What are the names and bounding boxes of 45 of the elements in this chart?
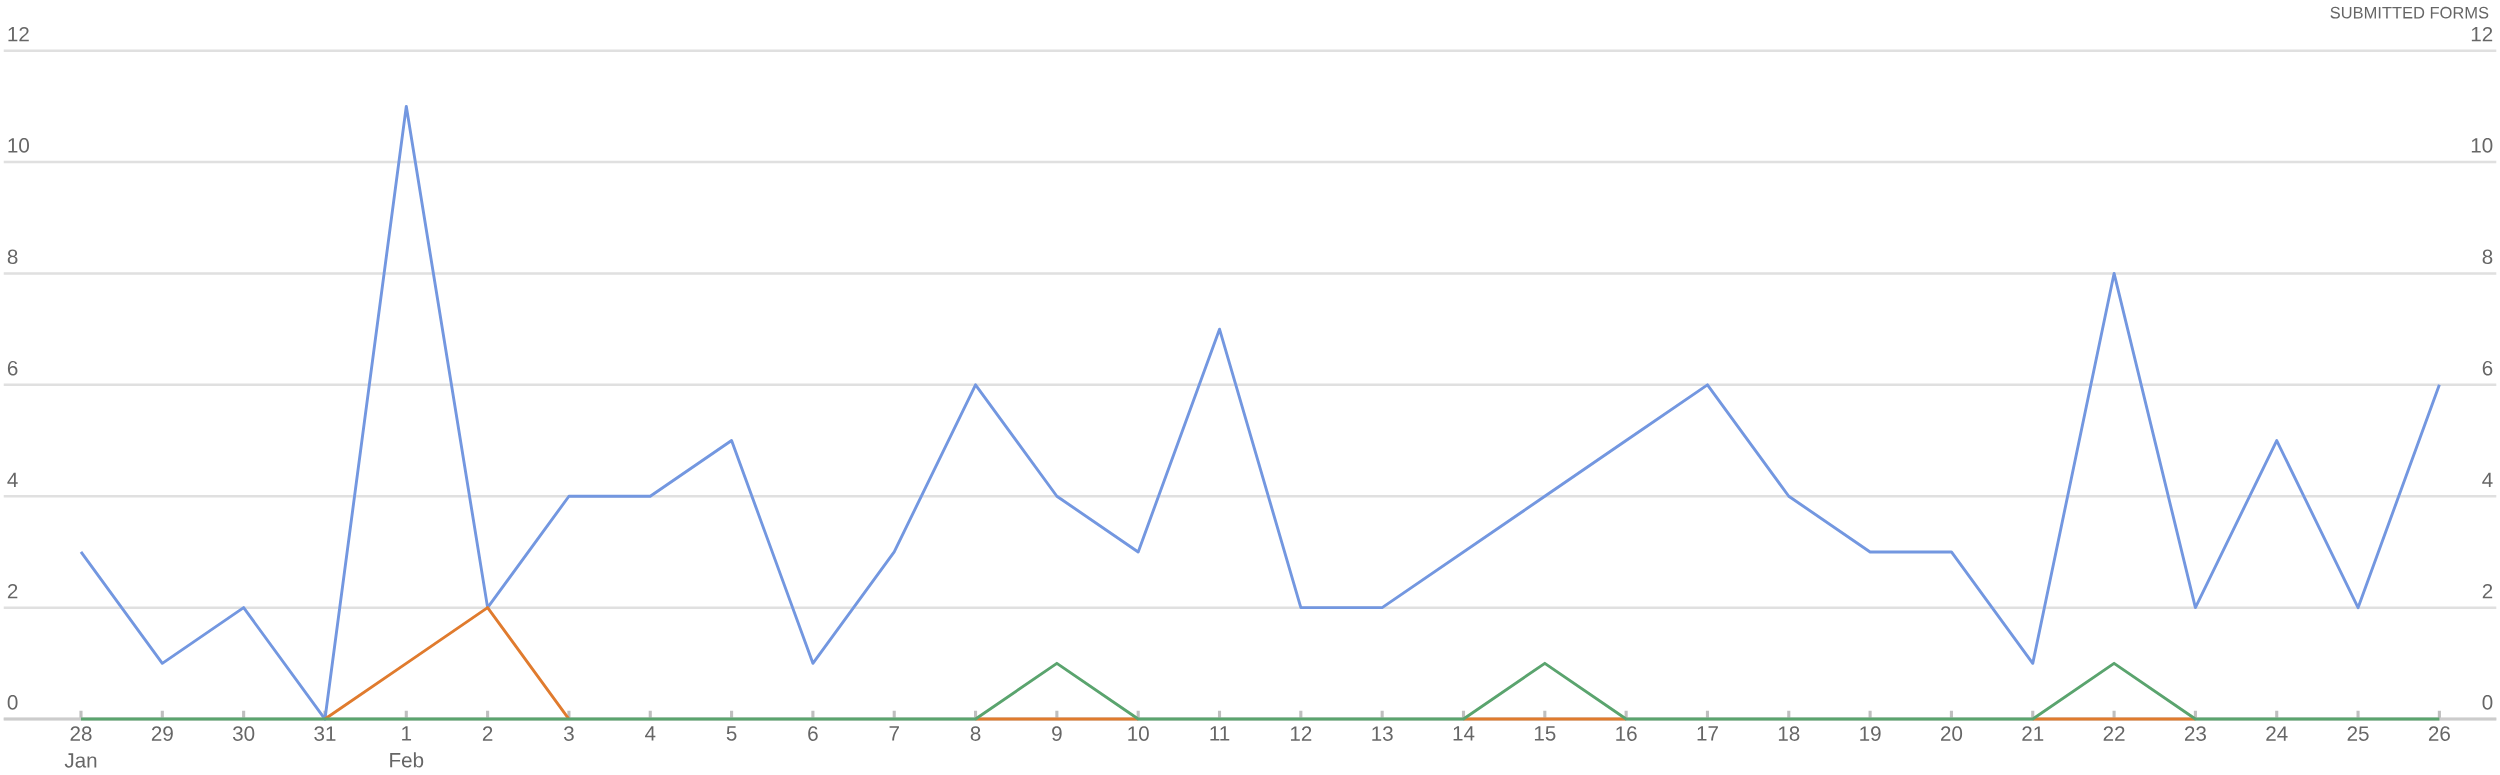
x-tick-label: 11	[1210, 726, 1230, 741]
y2-tick-label: 0	[2482, 695, 2493, 710]
x-tick-label: 26	[2428, 726, 2450, 742]
x-tick-label: 29	[151, 726, 173, 742]
x-tick-label: 20	[1941, 726, 1963, 742]
x-tick-label: 23	[2184, 726, 2206, 742]
y2-tick-label: 4	[2482, 472, 2493, 488]
x-tick-label: 4	[645, 726, 656, 741]
x-tick-label: 3	[563, 726, 574, 742]
x-tick-label: 30	[232, 726, 255, 742]
x-tick-label: 31	[314, 726, 336, 742]
x-tick-label: 22	[2103, 726, 2125, 741]
x-tick-label: 21	[2022, 726, 2044, 741]
x-tick-label: 24	[2266, 726, 2288, 741]
y2-axis-title: SUBMITTED FORMS	[2330, 7, 2489, 19]
y-tick-label: 8	[7, 249, 18, 265]
y2-tick-label: 6	[2482, 361, 2493, 376]
x-tick-label: 9	[1052, 726, 1062, 742]
y-tick-label: 6	[7, 361, 18, 376]
x-tick-label: 25	[2347, 726, 2369, 742]
x-tick-label: 13	[1372, 726, 1393, 742]
x-tick-label: 2	[482, 726, 493, 741]
x-tick-label: 17	[1697, 726, 1718, 741]
y-tick-label: 4	[7, 472, 18, 488]
x-tick-label: 8	[970, 726, 981, 742]
y-tick-label: 0	[7, 695, 18, 710]
y2-tick-label: 12	[2471, 27, 2493, 42]
x-tick-label: 7	[889, 726, 899, 741]
x-tick-label: 15	[1534, 726, 1556, 741]
x-tick-label: 5	[726, 726, 737, 741]
y2-tick-label: 8	[2482, 249, 2493, 265]
x-tick-label: 16	[1616, 726, 1637, 742]
x-tick-label: 12	[1290, 726, 1312, 741]
x-tick-label: 19	[1860, 726, 1881, 742]
y-tick-label: 10	[8, 138, 29, 153]
x-tick-label: 18	[1778, 726, 1800, 742]
y-tick-label: 2	[7, 584, 18, 599]
x-tick-label: 1 Feb	[390, 726, 424, 768]
x-tick-label: 10	[1128, 726, 1149, 742]
x-tick-label: 28 Jan	[64, 726, 97, 768]
x-tick-label: 6	[808, 726, 818, 742]
x-tick-label: 14	[1453, 726, 1475, 741]
y2-tick-label: 10	[2471, 138, 2493, 153]
y2-tick-label: 2	[2482, 584, 2493, 599]
y-tick-label: 12	[8, 27, 29, 42]
